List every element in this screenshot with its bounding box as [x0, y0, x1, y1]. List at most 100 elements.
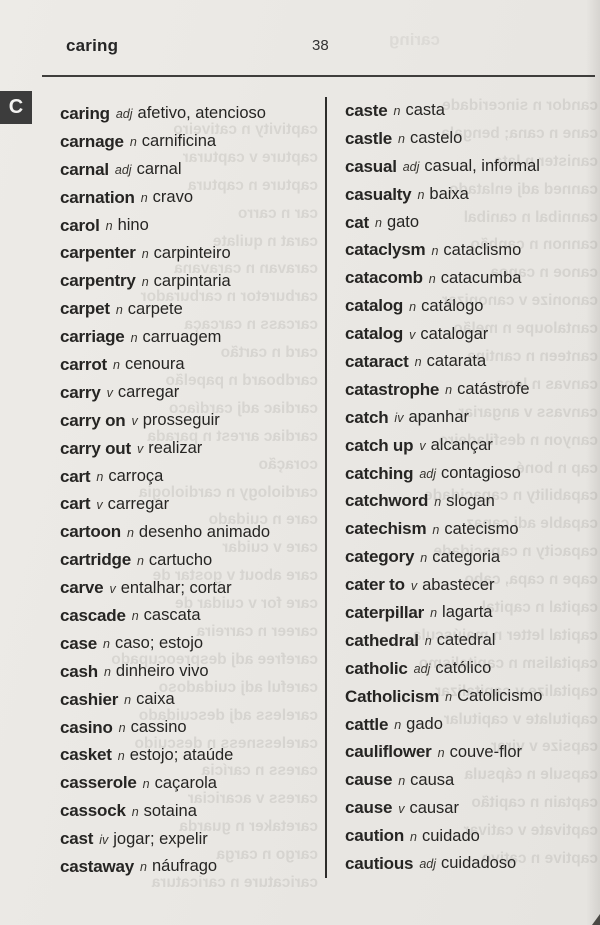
dictionary-entry: carry v carregar	[60, 379, 322, 407]
part-of-speech-label: adj	[413, 662, 431, 677]
translation: realizar	[148, 439, 203, 458]
headword: cartoon	[60, 522, 121, 542]
translation: cuidadoso	[441, 854, 517, 873]
page-number: 38	[312, 37, 329, 54]
part-of-speech-label: v	[398, 801, 405, 816]
translation: catástrofe	[457, 380, 530, 399]
translation: desenho animado	[138, 522, 271, 541]
part-of-speech-label: n	[409, 299, 417, 314]
translation: náufrago	[151, 857, 218, 876]
translation: carroça	[108, 467, 164, 486]
translation: cascata	[143, 606, 201, 625]
translation: prosseguir	[142, 411, 220, 430]
headword: carnage	[60, 131, 124, 151]
headword: cause	[345, 770, 393, 790]
running-head: caring	[66, 36, 119, 55]
translation: slogan	[446, 491, 495, 510]
headword: catalog	[345, 296, 404, 316]
part-of-speech-label: n	[428, 271, 436, 286]
part-of-speech-label: n	[420, 550, 428, 565]
headword: category	[345, 547, 415, 567]
translation: entalhar; cortar	[120, 578, 232, 597]
dictionary-entry: cast iv jogar; expelir	[60, 825, 322, 853]
headword: carry out	[60, 438, 131, 458]
headword: carpentry	[60, 271, 136, 291]
translation: castelo	[409, 129, 463, 148]
headword: catholic	[345, 658, 408, 678]
part-of-speech-label: n	[131, 609, 139, 624]
right-column: caste n casta castle n castelo casual ad…	[345, 97, 598, 878]
dictionary-entry: carnation n cravo	[60, 184, 322, 212]
headword: cataract	[345, 351, 409, 371]
dictionary-entry: catacomb n catacumba	[345, 264, 598, 292]
dictionary-entry: cashier n caixa	[60, 686, 322, 714]
translation: católico	[435, 659, 492, 678]
headword: casual	[345, 156, 397, 176]
translation: afetivo, atencioso	[137, 104, 266, 123]
headword: cataclysm	[345, 240, 426, 260]
dictionary-entry: carnal adj carnal	[60, 156, 322, 184]
translation: sotaina	[143, 801, 197, 820]
part-of-speech-label: n	[130, 330, 138, 345]
dictionary-entry: cater to v abastecer	[345, 571, 598, 599]
part-of-speech-label: n	[431, 243, 439, 258]
dictionary-entry: carry out v realizar	[60, 435, 322, 463]
headword: catalog	[345, 324, 404, 344]
headword: casualty	[345, 184, 412, 204]
headword: cat	[345, 212, 369, 232]
headword: Catholicism	[345, 686, 440, 706]
headword: cause	[345, 798, 393, 818]
translation: casual, informal	[424, 157, 540, 176]
part-of-speech-label: n	[129, 135, 137, 150]
dictionary-entry: casserole n caçarola	[60, 769, 322, 797]
part-of-speech-label: n	[432, 522, 440, 537]
dictionary-entry: cartoon n desenho animado	[60, 518, 322, 546]
dictionary-entry: carpenter n carpinteiro	[60, 239, 322, 267]
headword: caterpillar	[345, 602, 425, 622]
dictionary-entry: catch up v alcançar	[345, 432, 598, 460]
headword: carpenter	[60, 243, 136, 263]
dictionary-entry: cause n causa	[345, 766, 598, 794]
part-of-speech-label: v	[131, 414, 138, 429]
translation: caixa	[136, 690, 175, 709]
part-of-speech-label: iv	[394, 411, 404, 426]
translation: cataclismo	[443, 240, 522, 259]
translation: catarata	[426, 352, 487, 371]
part-of-speech-label: adj	[419, 857, 436, 872]
headword: carpet	[60, 299, 110, 319]
part-of-speech-label: v	[409, 327, 416, 342]
dictionary-entry: cat n gato	[345, 209, 598, 237]
translation: cuidado	[422, 826, 480, 845]
headword: carrot	[60, 354, 107, 374]
part-of-speech-label: adj	[402, 160, 420, 175]
headword: carriage	[60, 327, 125, 347]
part-of-speech-label: n	[410, 829, 417, 844]
part-of-speech-label: n	[445, 383, 453, 398]
dictionary-entry: cart v carregar	[60, 490, 322, 518]
part-of-speech-label: n	[118, 721, 126, 736]
dictionary-entry: cauliflower n couve-flor	[345, 738, 598, 766]
translation: hino	[117, 216, 149, 234]
dictionary-entry: cash n dinheiro vivo	[60, 658, 322, 686]
part-of-speech-label: n	[141, 274, 149, 289]
translation: carregar	[117, 383, 180, 402]
headword: carnal	[60, 159, 109, 179]
headword: catch	[345, 407, 389, 427]
dictionary-entry: cataclysm n cataclismo	[345, 236, 598, 264]
dictionary-entry: cautious adj cuidadoso	[345, 850, 598, 878]
dictionary-entry: carpet n carpete	[60, 295, 322, 323]
dictionary-entry: carol n hino	[60, 212, 322, 240]
part-of-speech-label: n	[96, 470, 104, 485]
translation: abastecer	[422, 575, 495, 594]
dictionary-entry: caste n casta	[345, 97, 598, 125]
dictionary-entry: catchword n slogan	[345, 487, 598, 515]
part-of-speech-label: n	[417, 188, 425, 203]
part-of-speech-label: adj	[114, 163, 132, 178]
dictionary-entry: carriage n carruagem	[60, 323, 322, 351]
part-of-speech-label: iv	[99, 832, 109, 847]
translation: cassino	[130, 718, 187, 737]
translation: casta	[405, 101, 445, 120]
part-of-speech-label: n	[115, 302, 123, 317]
translation: carnal	[136, 160, 182, 179]
dictionary-entry: caution n cuidado	[345, 822, 598, 850]
